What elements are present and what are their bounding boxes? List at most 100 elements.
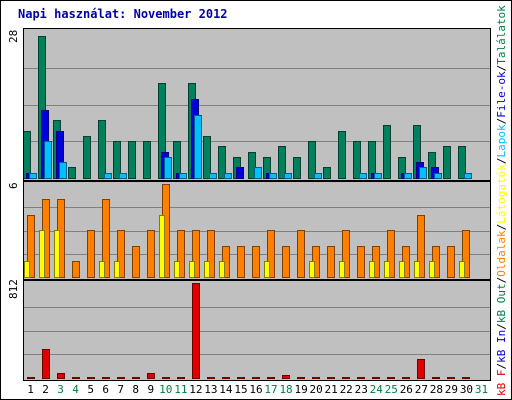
kb-bar-day-22 [342, 377, 350, 379]
visits-bar-day-24 [369, 261, 375, 278]
hits-bar-day-9 [143, 141, 151, 179]
pages-bar-day-12 [194, 115, 202, 179]
legend-item: kB In [495, 329, 508, 363]
sites-bar-day-19 [297, 230, 305, 278]
x-tick-label-day-12: 12 [189, 383, 203, 396]
hits-files-pages-panel [23, 28, 491, 181]
visits-bar-day-20 [309, 261, 315, 278]
hits-bar-day-16 [248, 152, 256, 179]
legend-separator: / [495, 223, 508, 231]
x-tick-label-day-14: 14 [219, 383, 233, 396]
kb-bar-day-13 [207, 377, 215, 379]
kb-bar-day-20 [312, 377, 320, 379]
kb-bar-day-8 [132, 377, 140, 379]
sites-bar-day-16 [252, 246, 260, 278]
hits-bar-day-4 [68, 167, 76, 179]
kb-bar-day-14 [222, 377, 230, 379]
hits-bar-day-7 [113, 141, 121, 179]
legend-item: kB Out [495, 283, 508, 324]
sites-bar-day-22 [342, 230, 350, 278]
hits-bar-day-13 [203, 136, 211, 179]
x-axis-day-labels: 1 2 3 4 5 6 7 8 9 10 11 12 13 14 15 16 17 18 19 20 21 22 23 24 2… [23, 383, 489, 397]
hits-files-pages-plot [24, 36, 490, 179]
hits-bar-day-14 [218, 146, 226, 179]
kb-bar-day-27 [417, 359, 425, 379]
kb-bar-day-9 [147, 373, 155, 379]
pages-bar-day-20 [314, 173, 322, 179]
sites-bar-day-25 [387, 230, 395, 278]
sites-bar-day-21 [327, 246, 335, 278]
x-tick-label-day-17: 17 [264, 383, 278, 396]
kb-bar-day-15 [237, 377, 245, 379]
x-tick-label-day-27: 27 [414, 383, 428, 396]
sites-bar-day-27 [417, 215, 425, 278]
x-tick-label-day-16: 16 [249, 383, 263, 396]
sites-bar-day-4 [72, 261, 80, 278]
kbytes-panel [23, 280, 491, 381]
visits-bar-day-1 [24, 261, 30, 278]
pages-bar-day-3 [59, 162, 67, 179]
visits-bar-day-12 [189, 261, 195, 278]
hits-bar-day-8 [128, 141, 136, 179]
pages-bar-day-24 [374, 173, 382, 179]
x-tick-label-day-7: 7 [117, 383, 125, 396]
kb-bar-day-1 [27, 377, 35, 379]
x-tick-label-day-23: 23 [354, 383, 368, 396]
files-bar-day-15 [236, 167, 244, 179]
hits-bar-day-21 [323, 167, 331, 179]
pages-bar-day-6 [104, 173, 112, 179]
pages-bar-day-30 [464, 173, 472, 179]
legend-item: Lapok [495, 124, 508, 158]
pages-bar-day-26 [404, 173, 412, 179]
visits-bar-day-17 [264, 261, 270, 278]
x-tick-label-day-15: 15 [234, 383, 248, 396]
sites-bar-day-23 [357, 246, 365, 278]
sites-bar-day-30 [462, 230, 470, 278]
legend-separator: / [495, 276, 508, 284]
hits-bar-day-30 [458, 146, 466, 179]
kb-bar-day-11 [177, 377, 185, 379]
visits-bar-day-7 [114, 261, 120, 278]
x-tick-label-day-3: 3 [57, 383, 64, 396]
sites-bar-day-5 [87, 230, 95, 278]
pages-bar-day-1 [29, 173, 37, 179]
kb-bar-day-4 [72, 377, 80, 379]
pages-bar-day-2 [44, 141, 52, 179]
vertical-legend: kB F/kB In/kB Out/Oldalak/Látogatók/Lapo… [495, 5, 508, 396]
pages-bar-day-18 [284, 173, 292, 179]
x-tick-label-day-9: 9 [147, 383, 155, 396]
visits-bar-day-27 [414, 261, 420, 278]
x-tick-label-day-19: 19 [294, 383, 308, 396]
kb-bar-day-30 [462, 377, 470, 379]
sites-bar-day-29 [447, 246, 455, 278]
sites-bar-day-15 [237, 246, 245, 278]
x-tick-label-day-10: 10 [159, 383, 173, 396]
x-tick-label-day-24: 24 [369, 383, 383, 396]
visits-bar-day-3 [54, 230, 60, 278]
sites-bar-day-1 [27, 215, 35, 278]
visits-bar-day-14 [219, 261, 225, 278]
kb-bar-day-6 [102, 377, 110, 379]
visits-bar-day-25 [384, 261, 390, 278]
pages-bar-day-28 [434, 173, 442, 179]
legend-separator: / [495, 157, 508, 165]
visits-bar-day-6 [99, 261, 105, 278]
hits-bar-day-18 [278, 146, 286, 179]
kbytes-plot [24, 283, 490, 379]
pages-bar-day-13 [209, 173, 217, 179]
hits-bar-day-6 [98, 120, 106, 179]
visits-bar-day-22 [339, 261, 345, 278]
sites-bar-day-6 [102, 199, 110, 278]
pages-bar-day-10 [164, 157, 172, 179]
sites-bar-day-13 [207, 230, 215, 278]
kb-bar-day-26 [402, 377, 410, 379]
kb-bar-day-12 [192, 283, 200, 379]
x-tick-label-day-31: 31 [474, 383, 489, 396]
hits-bar-day-22 [338, 131, 346, 179]
sites-bar-day-9 [147, 230, 155, 278]
visits-bar-day-10 [159, 215, 165, 278]
x-tick-label-day-30: 30 [459, 383, 474, 396]
kb-bar-day-16 [252, 377, 260, 379]
x-tick-label-day-13: 13 [204, 383, 218, 396]
x-tick-label-day-26: 26 [399, 383, 413, 396]
